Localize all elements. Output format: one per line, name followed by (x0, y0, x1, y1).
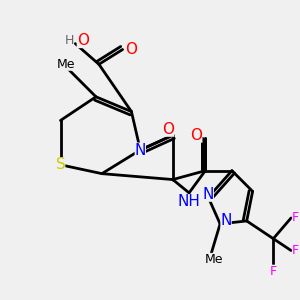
Text: O: O (162, 122, 174, 137)
Text: N: N (135, 142, 146, 158)
Text: O: O (190, 128, 202, 143)
Text: S: S (56, 157, 65, 172)
Text: F: F (270, 265, 277, 278)
Text: Me: Me (57, 58, 76, 71)
Text: F: F (292, 212, 299, 224)
Text: H: H (65, 34, 74, 47)
Text: Me: Me (205, 253, 224, 266)
Text: O: O (77, 33, 89, 48)
Text: N: N (220, 213, 232, 228)
Text: NH: NH (178, 194, 200, 209)
Text: N: N (202, 187, 214, 202)
Text: F: F (292, 244, 299, 257)
Text: O: O (125, 42, 137, 57)
